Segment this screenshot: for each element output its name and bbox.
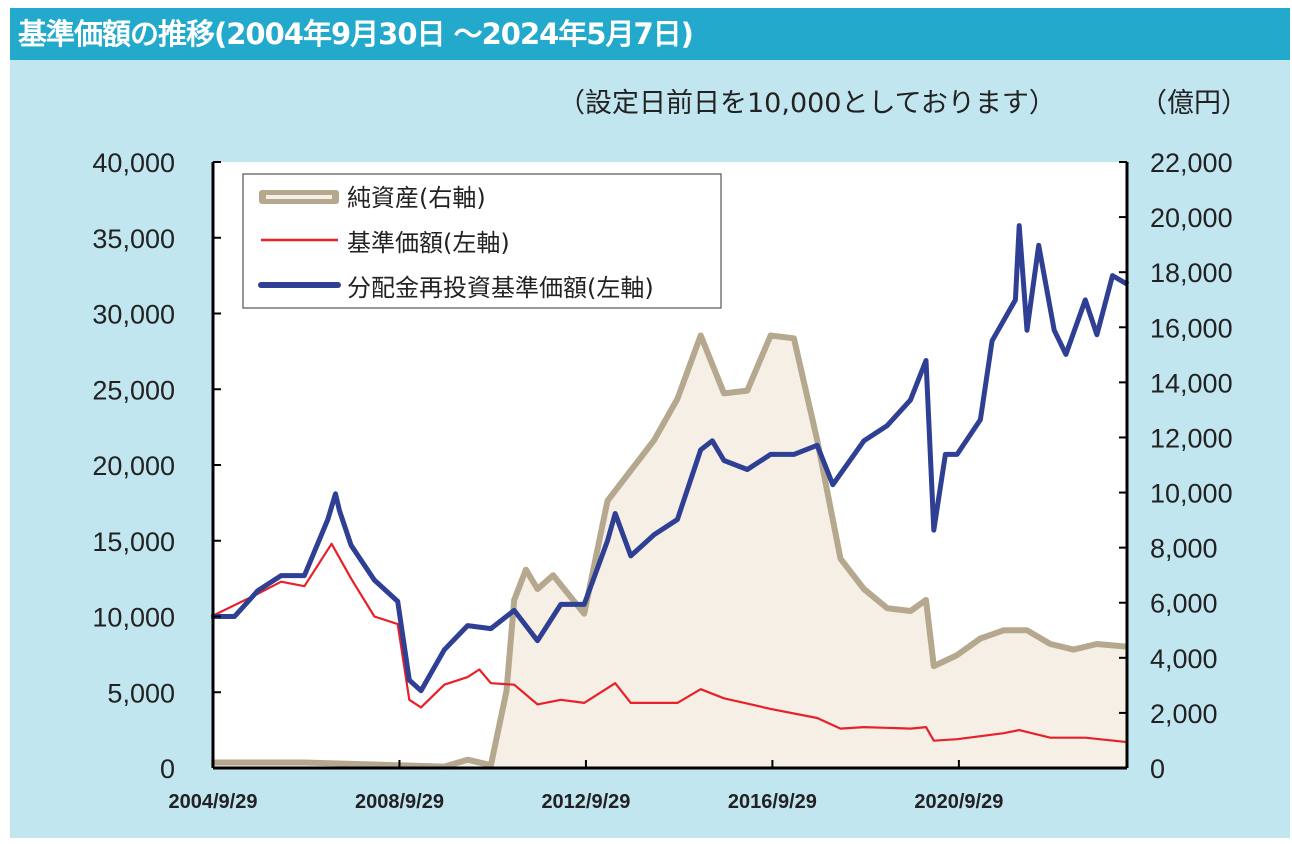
net-assets-line [211,332,1129,770]
legend-label: 分配金再投資基準価額(左軸) [347,274,654,302]
legend-label: 基準価額(左軸) [347,229,510,257]
right-tick-label: 14,000 [1150,368,1233,398]
base-note: （設定日前日を10,000としております） [558,88,1056,119]
legend-swatch-net-assets-inner [266,195,332,199]
right-tick-label: 16,000 [1150,313,1233,343]
chart-title: 基準価額の推移(2004年9月30日 ～2024年5月7日) [10,8,1290,60]
reinvested-nav-line [211,223,1130,694]
legend-label: 純資産(右軸) [347,184,486,212]
left-tick-label: 10,000 [92,603,175,633]
chart-svg: 0 5,000 10,000 15,000 20,000 25,000 30,000 35,0… [92,148,1233,813]
right-tick-label: 2,000 [1150,699,1218,729]
right-tick-label: 6,000 [1150,589,1218,619]
right-tick-label: 8,000 [1150,534,1218,564]
left-tick-label: 15,000 [92,527,175,557]
net-assets-area [211,335,1128,768]
right-tick-label: 20,000 [1150,203,1233,233]
right-axis-unit: （億円） [1140,88,1248,119]
right-tick-label: 12,000 [1150,423,1233,453]
chart-panel: 0 5,000 10,000 15,000 20,000 25,000 30,000 35,0… [10,60,1290,838]
left-tick-label: 5,000 [107,678,175,708]
right-tick-label: 0 [1150,754,1165,784]
right-tick-label: 4,000 [1150,644,1218,674]
right-tick-label: 22,000 [1150,148,1233,178]
right-tick-label: 10,000 [1150,479,1233,509]
left-tick-label: 25,000 [92,375,175,405]
left-tick-label: 0 [160,754,175,784]
x-tick-label: 2008/9/29 [355,791,444,813]
nav-line [210,542,1129,744]
left-tick-label: 35,000 [92,224,175,254]
left-tick-label: 20,000 [92,451,175,481]
x-tick-label: 2020/9/29 [914,791,1003,813]
right-tick-label: 18,000 [1150,258,1233,288]
x-tick-label: 2012/9/29 [541,791,630,813]
x-tick-label: 2004/9/29 [169,791,258,813]
left-tick-label: 30,000 [92,300,175,330]
left-tick-label: 40,000 [92,148,175,178]
x-tick-label: 2016/9/29 [728,791,817,813]
